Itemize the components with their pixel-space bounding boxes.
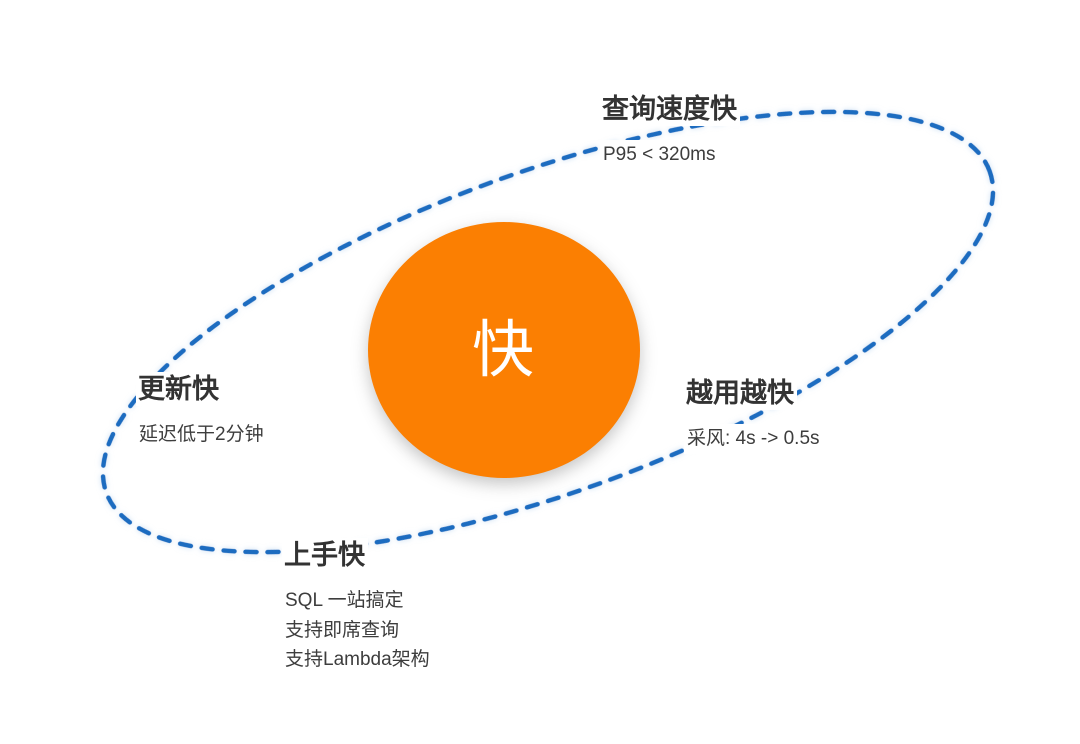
callout-title: 更新快 — [136, 372, 222, 407]
callout-title: 查询速度快 — [600, 92, 740, 127]
callout-title: 越用越快 — [684, 376, 797, 411]
core-label: 快 — [471, 313, 536, 386]
callout-lines: SQL 一站搞定 支持即席查询 支持Lambda架构 — [282, 586, 433, 675]
callout-update-speed: 更新快 延迟低于2分钟 — [136, 372, 267, 450]
callout-line: 支持即席查询 — [282, 615, 403, 646]
callout-line: 延迟低于2分钟 — [136, 420, 267, 450]
core-circle: 快 — [368, 222, 640, 478]
callout-title: 上手快 — [282, 538, 368, 573]
callout-easy-to-start: 上手快 SQL 一站搞定 支持即席查询 支持Lambda架构 — [282, 538, 433, 675]
callout-line: P95 < 320ms — [600, 140, 719, 170]
callout-query-speed: 查询速度快 P95 < 320ms — [600, 92, 740, 170]
callout-lines: P95 < 320ms — [600, 140, 740, 170]
callout-line: 采风: 4s -> 0.5s — [684, 424, 823, 454]
callout-line: SQL 一站搞定 — [282, 586, 407, 616]
callout-lines: 延迟低于2分钟 — [136, 420, 267, 450]
callout-faster-with-use: 越用越快 采风: 4s -> 0.5s — [684, 376, 823, 454]
callout-line: 支持Lambda架构 — [282, 645, 433, 675]
callout-lines: 采风: 4s -> 0.5s — [684, 424, 823, 454]
